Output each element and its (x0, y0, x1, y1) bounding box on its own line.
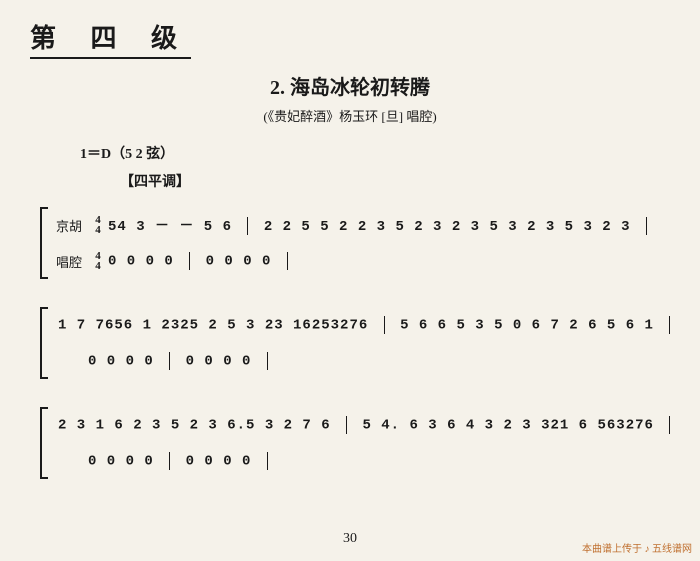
measure: 1 7 7656 1 2325 2 5 3 23 16253276 (58, 318, 368, 334)
score-system-1: 京胡 4 4 54 3 － － 5 6 2 2 5 5 2 2 3 5 2 3 … (40, 207, 670, 279)
measure: 2 2 5 5 2 2 3 5 2 3 2 3 5 3 2 3 5 3 2 3 (264, 219, 631, 235)
measure: 0 0 0 0 (186, 354, 252, 370)
system-bracket (40, 407, 48, 479)
vocal-row: 唱腔 4 4 0 0 0 0 0 0 0 0 (40, 243, 670, 279)
score-system-3: 2 3 1 6 2 3 5 2 3 6.5 3 2 7 6 5 4. 6 3 6… (40, 407, 670, 479)
measure: 54 3 － － 5 6 (108, 219, 232, 235)
barline (169, 452, 170, 470)
jinghu-row: 京胡 4 4 54 3 － － 5 6 2 2 5 5 2 2 3 5 2 3 … (40, 207, 670, 243)
time-signature: 4 4 (88, 251, 108, 271)
barline (287, 252, 288, 270)
measure: 0 0 0 0 (108, 254, 174, 270)
measure: 5 4. 6 3 6 4 3 2 3 321 6 563276 (362, 418, 653, 434)
measure: 0 0 0 0 (88, 454, 154, 470)
song-number: 2. (270, 77, 285, 99)
part-label-vocal: 唱腔 (52, 252, 88, 271)
score-system-2: 1 7 7656 1 2325 2 5 3 23 16253276 5 6 6 … (40, 307, 670, 379)
measure: 5 6 6 5 3 5 0 6 7 2 6 5 6 1 (400, 318, 654, 334)
time-sig-bottom: 4 (88, 261, 108, 271)
barline (669, 316, 670, 334)
mode-label: 【四平调】 (120, 171, 670, 191)
watermark: 本曲谱上传于 ♪ 五线谱网 (582, 540, 692, 555)
barline (646, 217, 647, 235)
vocal-row: 0 0 0 0 0 0 0 0 (40, 443, 670, 479)
part-label-jinghu: 京胡 (52, 216, 88, 235)
notation-line: 2 3 1 6 2 3 5 2 3 6.5 3 2 7 6 5 4. 6 3 6… (58, 416, 676, 434)
jinghu-row: 1 7 7656 1 2325 2 5 3 23 16253276 5 6 6 … (40, 307, 670, 343)
key-signature: 1＝D（5 2 弦） (80, 143, 670, 163)
barline (669, 416, 670, 434)
time-sig-bottom: 4 (88, 225, 108, 235)
time-signature: 4 4 (88, 215, 108, 235)
barline (189, 252, 190, 270)
notation-line: 0 0 0 0 0 0 0 0 (88, 452, 670, 470)
notation-line: 0 0 0 0 0 0 0 0 (108, 252, 670, 270)
measure: 0 0 0 0 (186, 454, 252, 470)
barline (384, 316, 385, 334)
barline (169, 352, 170, 370)
measure: 2 3 1 6 2 3 5 2 3 6.5 3 2 7 6 (58, 418, 331, 434)
barline (346, 416, 347, 434)
level-title: 第 四 级 (30, 18, 191, 59)
system-bracket (40, 307, 48, 379)
song-title: 2. 海岛冰轮初转腾 (30, 71, 670, 100)
song-name: 海岛冰轮初转腾 (290, 77, 430, 99)
notation-line: 54 3 － － 5 6 2 2 5 5 2 2 3 5 2 3 2 3 5 3… (108, 215, 670, 235)
notation-line: 0 0 0 0 0 0 0 0 (88, 352, 670, 370)
measure: 0 0 0 0 (88, 354, 154, 370)
barline (267, 352, 268, 370)
barline (267, 452, 268, 470)
notation-line: 1 7 7656 1 2325 2 5 3 23 16253276 5 6 6 … (58, 316, 676, 334)
system-bracket (40, 207, 48, 279)
jinghu-row: 2 3 1 6 2 3 5 2 3 6.5 3 2 7 6 5 4. 6 3 6… (40, 407, 670, 443)
subtitle: (《贵妃醉酒》杨玉环 [旦] 唱腔) (30, 106, 670, 125)
barline (247, 217, 248, 235)
vocal-row: 0 0 0 0 0 0 0 0 (40, 343, 670, 379)
measure: 0 0 0 0 (206, 254, 272, 270)
